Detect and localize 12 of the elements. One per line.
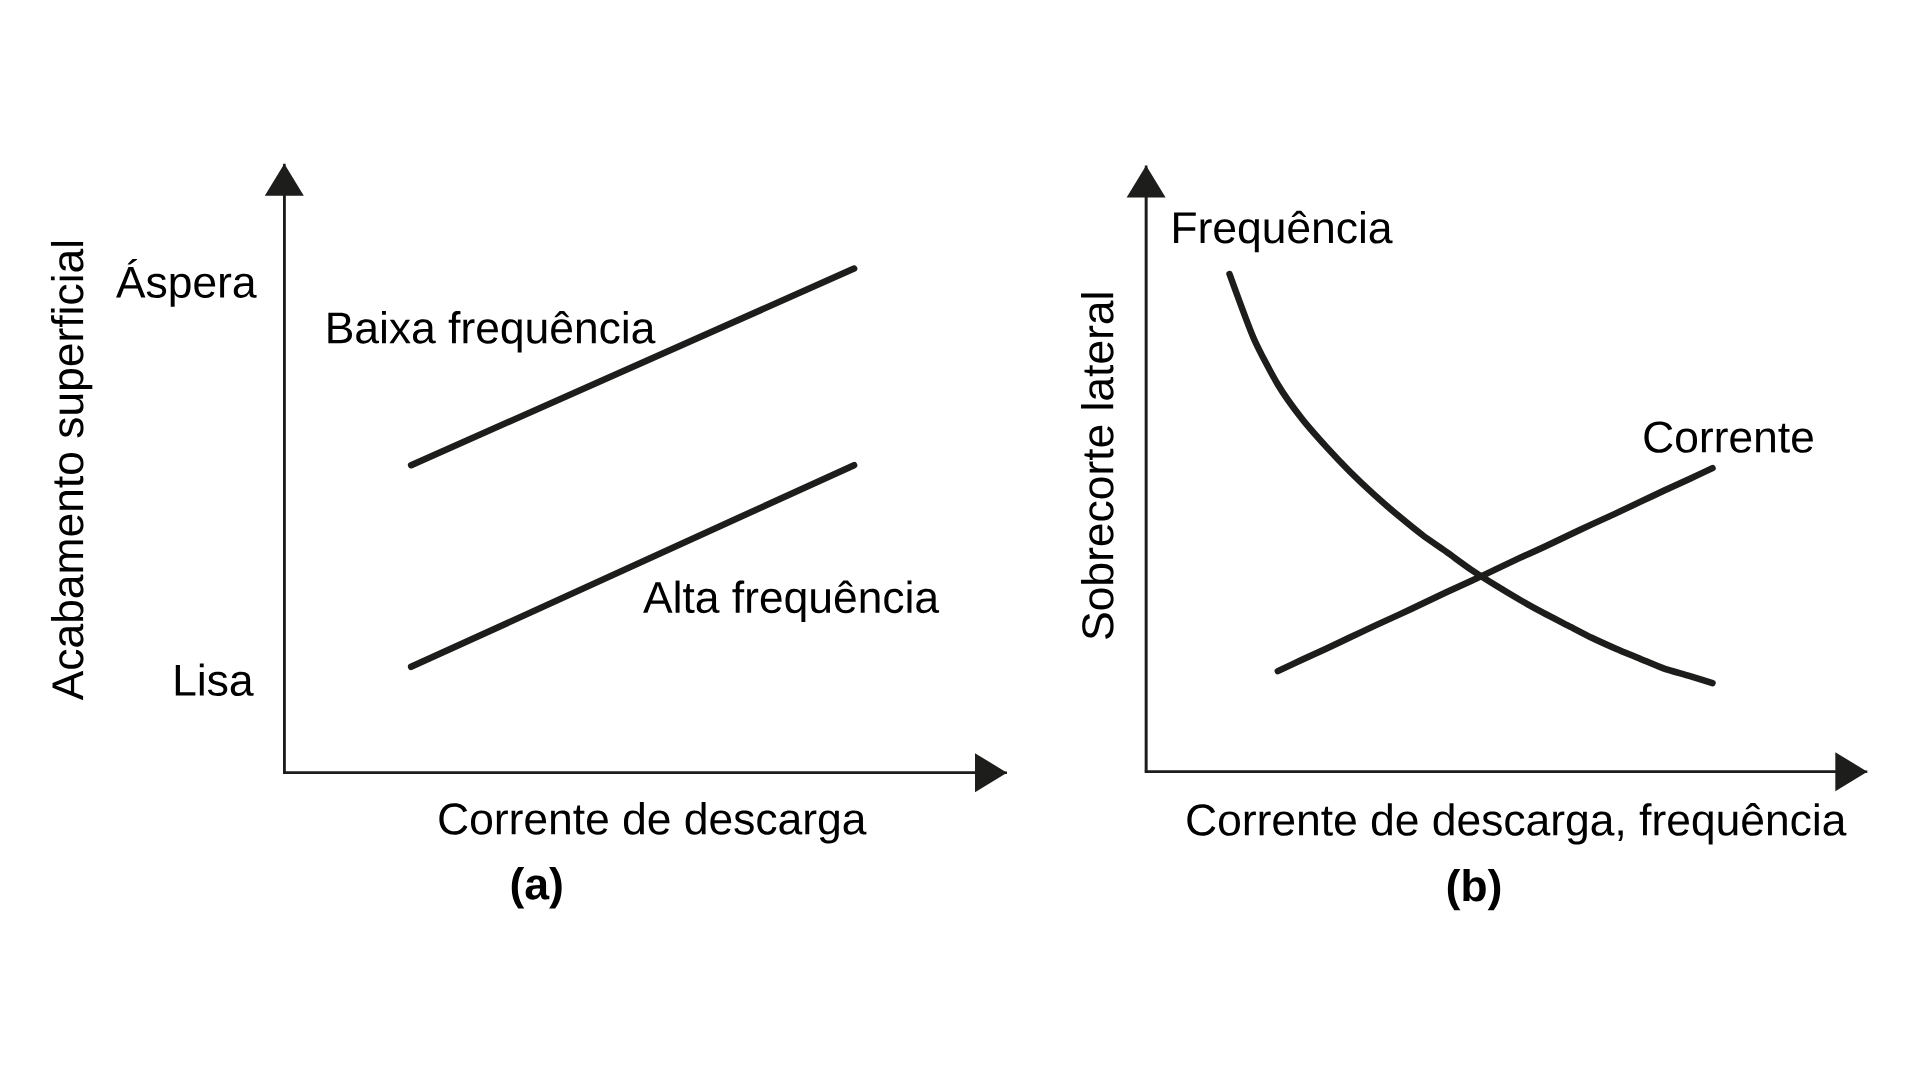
text: (a)	[511, 867, 562, 909]
y-axis-title: Acabamento superficial	[50, 241, 93, 701]
text: Lisa	[175, 663, 254, 696]
series-label: Baixa frequência	[328, 310, 656, 353]
y-axis-title: Sobrecorte lateral	[1081, 293, 1114, 639]
x-axis-title: Corrente de descarga	[439, 802, 867, 844]
text: (b)	[1447, 868, 1501, 911]
series-label: Corrente	[1644, 421, 1813, 453]
text: Áspera	[116, 259, 257, 307]
x-axis-title: Corrente de descarga, frequência	[1187, 803, 1847, 845]
series-label: Frequência	[1174, 210, 1393, 253]
series-label: Alta frequência	[643, 580, 940, 622]
